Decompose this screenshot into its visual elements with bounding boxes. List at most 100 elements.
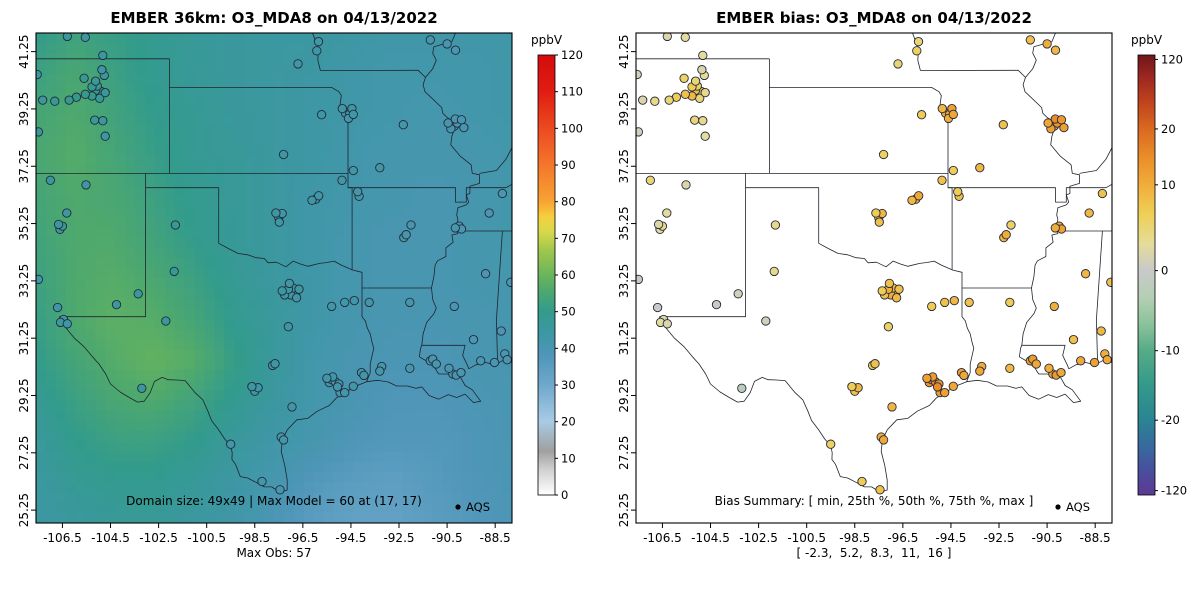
x-axis: -106.5 -104.5 -102.5 -100.5 -98.5 -96.5 -94.5 -…	[643, 523, 1111, 545]
svg-text:10: 10	[1161, 178, 1176, 192]
aqs-point	[1050, 223, 1060, 233]
y-axis: 25.25 27.25 29.25 31.25 33.25 35.25 37.25 39.25…	[617, 34, 636, 527]
aqs-point	[283, 322, 294, 332]
aqs-point	[111, 299, 122, 310]
aqs-point	[770, 220, 781, 230]
aqs-point	[913, 36, 924, 47]
aqs-point	[1080, 269, 1091, 279]
aqs-legend: AQS	[1055, 500, 1090, 514]
aqs-point	[353, 187, 363, 197]
aqs-point	[878, 149, 889, 160]
aqs-point	[948, 165, 958, 176]
aqs-point	[36, 69, 42, 80]
aqs-point	[1049, 301, 1059, 312]
aqs-point	[700, 87, 710, 98]
model-panel-title: EMBER 36km: O3_MDA8 on 04/13/2022	[110, 9, 438, 27]
aqs-point	[456, 367, 466, 378]
aqs-point	[1084, 208, 1094, 218]
aqs-point	[914, 191, 924, 201]
x-axis: -106.5 -104.5 -102.5 -100.5 -98.5 -96.5 -94.5 -…	[43, 523, 511, 545]
aqs-point	[964, 297, 974, 308]
aqs-point	[459, 122, 469, 133]
aqs-point	[431, 359, 441, 369]
aqs-point	[975, 366, 985, 376]
aqs-point	[940, 297, 950, 308]
aqs-point	[680, 33, 690, 42]
aqs-point	[45, 175, 56, 185]
aqs-point	[697, 65, 707, 75]
aqs-point	[1089, 357, 1100, 368]
aqs-point	[270, 359, 280, 369]
aqs-point	[847, 381, 857, 392]
aqs-point	[398, 120, 408, 130]
aqs-point	[506, 277, 512, 287]
aqs-point	[375, 163, 385, 173]
aqs-point	[284, 278, 295, 289]
aqs-point	[405, 297, 415, 308]
aqs-point	[62, 33, 72, 42]
svg-text:-90.5: -90.5	[1032, 531, 1063, 545]
svg-text:27.25: 27.25	[617, 436, 631, 470]
aqs-point	[698, 50, 708, 61]
aqs-point	[700, 131, 710, 141]
aqs-point	[100, 131, 110, 141]
plot-frame	[35, 32, 513, 524]
svg-text:-98.5: -98.5	[839, 531, 870, 545]
aqs-point	[927, 301, 937, 312]
model-map: -106.5 -104.5 -102.5 -100.5 -98.5 -96.5 -94.5 -…	[17, 32, 583, 545]
aqs-point	[277, 286, 287, 296]
aqs-points-layer	[636, 33, 1112, 495]
aqs-point	[949, 295, 959, 306]
aqs-point	[401, 230, 411, 240]
svg-text:110: 110	[561, 85, 583, 99]
aqs-point	[53, 219, 64, 230]
aqs-point	[443, 118, 453, 128]
aqs-point	[81, 180, 91, 190]
svg-text:-106.5: -106.5	[643, 531, 682, 545]
aqs-point	[349, 295, 359, 306]
aqs-legend-dot	[455, 504, 461, 510]
svg-text:29.25: 29.25	[617, 378, 631, 412]
svg-text:70: 70	[561, 231, 576, 245]
aqs-point	[340, 387, 350, 398]
aqs-point	[1005, 297, 1015, 308]
aqs-point	[959, 370, 969, 381]
aqs-point	[497, 188, 508, 199]
aqs-point	[226, 439, 236, 449]
plot-frame	[635, 32, 1113, 524]
svg-text:-88.5: -88.5	[480, 531, 511, 545]
aqs-point	[638, 95, 648, 105]
aqs-point	[948, 381, 958, 391]
aqs-point	[169, 266, 179, 277]
aqs-point	[948, 109, 958, 120]
aqs-point	[278, 149, 289, 160]
aqs-point	[316, 110, 327, 120]
aqs-point	[327, 301, 337, 312]
svg-text:27.25: 27.25	[17, 436, 31, 470]
aqs-point	[293, 59, 303, 69]
aqs-point	[937, 175, 947, 185]
aqs-point	[1042, 39, 1052, 49]
aqs-point	[1031, 359, 1041, 369]
aqs-point	[698, 116, 708, 126]
aqs-point	[1043, 118, 1053, 128]
aqs-point	[90, 76, 101, 86]
aqs-point	[90, 115, 100, 125]
aqs-point	[247, 381, 257, 392]
aqs-point	[975, 163, 985, 173]
svg-text:35.25: 35.25	[617, 206, 631, 240]
aqs-point	[312, 46, 322, 56]
svg-text:-94.5: -94.5	[935, 531, 966, 545]
bias-footer-line2: [ -2.3, 5.2, 8.3, 11, 16 ]	[796, 545, 952, 560]
aqs-point	[52, 302, 63, 313]
aqs-point	[468, 334, 479, 345]
svg-text:-92.5: -92.5	[383, 531, 414, 545]
aqs-point	[907, 195, 917, 205]
svg-text:39.25: 39.25	[617, 92, 631, 126]
svg-text:25.25: 25.25	[17, 493, 31, 527]
svg-text:-10: -10	[1161, 344, 1180, 358]
aqs-point	[489, 357, 500, 368]
svg-text:20: 20	[561, 415, 576, 429]
aqs-point	[711, 299, 722, 310]
svg-text:90: 90	[561, 158, 576, 172]
